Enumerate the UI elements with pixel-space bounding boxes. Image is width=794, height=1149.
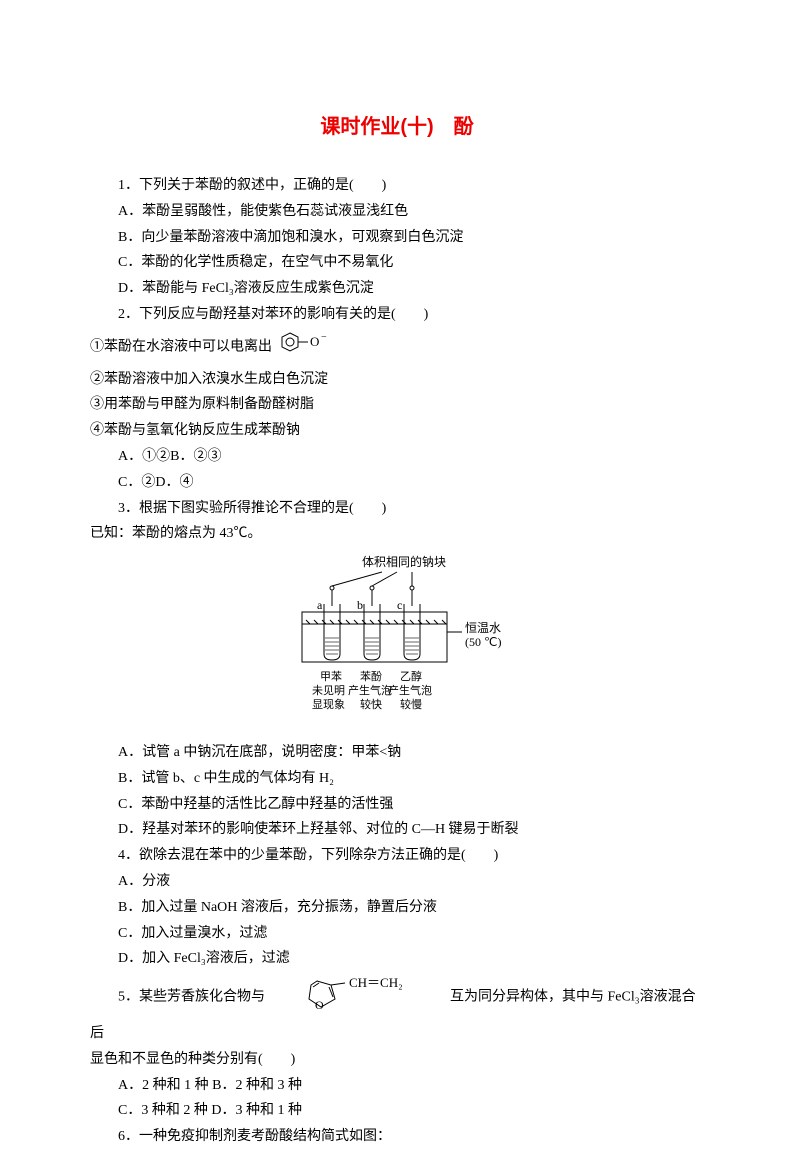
q2-o1: ①苯酚在水溶液中可以电离出 O − xyxy=(90,329,704,366)
q2-cd: C．②D．④ xyxy=(90,471,704,495)
svg-text:a: a xyxy=(317,598,323,612)
q1-stem: 1．下列关于苯酚的叙述中，正确的是( ) xyxy=(90,174,704,198)
q1-b: B．向少量苯酚溶液中滴加饱和溴水，可观察到白色沉淀 xyxy=(90,226,704,250)
svg-text:产生气泡: 产生气泡 xyxy=(348,683,392,697)
q2-o3: ③用苯酚与甲醛为原料制备酚醛树脂 xyxy=(90,393,704,417)
svg-text:−: − xyxy=(321,332,327,343)
q3-b: B．试管 b、c 中生成的气体均有 H₂ xyxy=(90,767,704,791)
q5-ab: A．2 种和 1 种 B．2 种和 3 种 xyxy=(90,1074,704,1098)
svg-text:较快: 较快 xyxy=(360,697,382,711)
q4-c: C．加入过量溴水，过滤 xyxy=(90,922,704,946)
q6-stem: 6．一种免疫抑制剂麦考酚酸结构简式如图： xyxy=(90,1125,704,1149)
svg-text:产生气泡: 产生气泡 xyxy=(388,683,432,697)
svg-text:未见明: 未见明 xyxy=(312,684,345,697)
q2-ab: A．①②B．②③ xyxy=(90,445,704,469)
phenoxide-icon: O − xyxy=(276,329,346,366)
dia-top: 体积相同的钠块 xyxy=(362,554,446,569)
svg-text:显现象: 显现象 xyxy=(312,698,345,711)
q2-o2: ②苯酚溶液中加入浓溴水生成白色沉淀 xyxy=(90,368,704,392)
q1-d: D．苯酚能与 FeCl₃溶液反应生成紫色沉淀 xyxy=(90,277,704,301)
q3-known: 已知：苯酚的熔点为 43℃。 xyxy=(90,522,704,546)
svg-text:CH＝CH₂: CH＝CH₂ xyxy=(349,975,403,990)
q4-stem: 4．欲除去混在苯中的少量苯酚，下列除杂方法正确的是( ) xyxy=(90,844,704,868)
q3-c: C．苯酚中羟基的活性比乙醇中羟基的活性强 xyxy=(90,793,704,817)
q3-stem: 3．根据下图实验所得推论不合理的是( ) xyxy=(90,497,704,521)
svg-text:乙醇: 乙醇 xyxy=(400,669,422,683)
q1-a: A．苯酚呈弱酸性，能使紫色石蕊试液显浅红色 xyxy=(90,200,704,224)
q5-pre: 5．某些芳香族化合物与 xyxy=(118,990,265,1005)
q5-cont: 显色和不显色的种类分别有( ) xyxy=(90,1048,704,1072)
q1-c: C．苯酚的化学性质稳定，在空气中不易氧化 xyxy=(90,251,704,275)
svg-text:b: b xyxy=(357,598,363,612)
q2-o1-text: ①苯酚在水溶液中可以电离出 xyxy=(90,339,272,354)
q5-line1: 5．某些芳香族化合物与 O CH＝CH₂ 互为同分异构体，其中与 FeCl₃溶液… xyxy=(90,973,704,1046)
q4-d: D．加入 FeCl₃溶液后，过滤 xyxy=(90,947,704,971)
q3-d: D．羟基对苯环的影响使苯环上羟基邻、对位的 C—H 键易于断裂 xyxy=(90,818,704,842)
svg-text:c: c xyxy=(397,598,402,612)
svg-text:较慢: 较慢 xyxy=(400,697,422,711)
q5-cd: C．3 种和 2 种 D．3 种和 1 种 xyxy=(90,1099,704,1123)
q4-a: A．分液 xyxy=(90,870,704,894)
q4-b: B．加入过量 NaOH 溶液后，充分振荡，静置后分液 xyxy=(90,896,704,920)
svg-text:苯酚: 苯酚 xyxy=(360,669,382,683)
svg-text:O: O xyxy=(310,334,319,349)
svg-text:恒温水: 恒温水 xyxy=(465,621,501,635)
q2-o4: ④苯酚与氢氧化钠反应生成苯酚钠 xyxy=(90,419,704,443)
svg-text:(50 ℃): (50 ℃) xyxy=(465,635,501,649)
svg-text:甲苯: 甲苯 xyxy=(320,669,342,683)
experiment-diagram: 体积相同的钠块 a b c xyxy=(90,554,704,733)
page-title: 课时作业(十) 酚 xyxy=(90,110,704,144)
svg-text:O: O xyxy=(315,998,324,1012)
q2-stem: 2．下列反应与酚羟基对苯环的影响有关的是( ) xyxy=(90,303,704,327)
q3-a: A．试管 a 中钠沉在底部，说明密度：甲苯<钠 xyxy=(90,741,704,765)
vinyl-furan-icon: O CH＝CH₂ xyxy=(269,973,447,1022)
